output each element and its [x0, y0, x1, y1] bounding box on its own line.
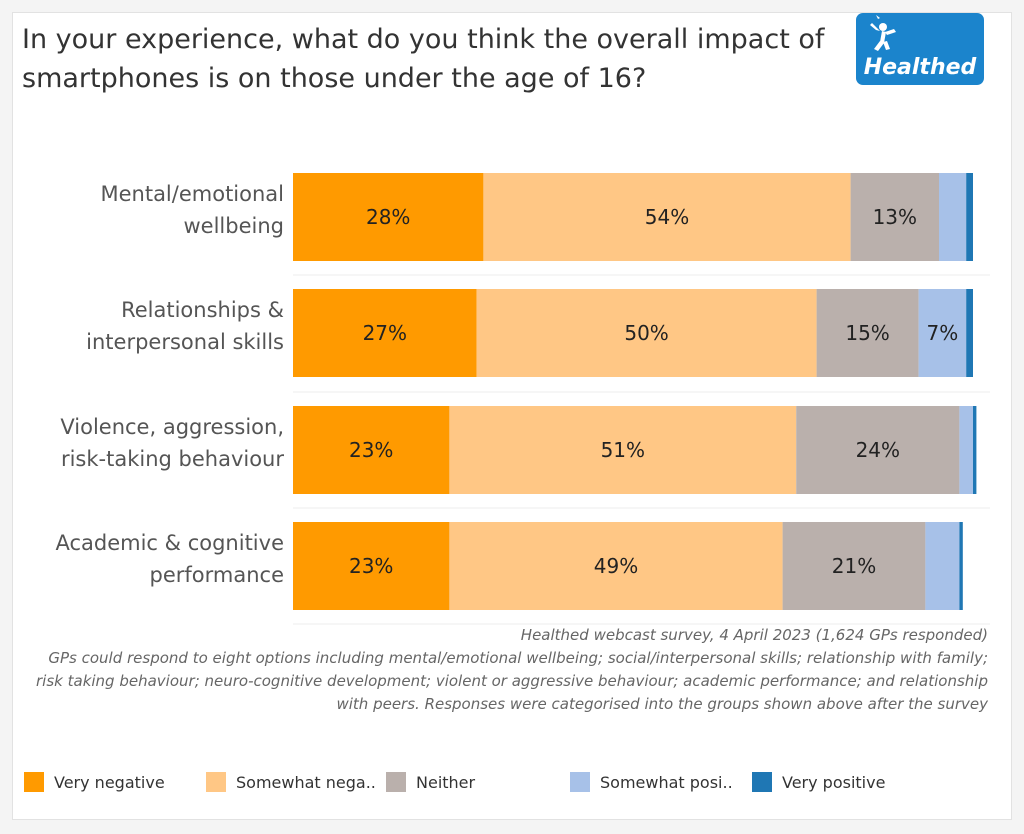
- data-label: 21%: [832, 554, 876, 578]
- legend-swatch: [24, 772, 44, 792]
- bar-segment: [816, 289, 919, 377]
- logo-text: Healthed: [863, 55, 977, 80]
- legend-item: Very negative: [24, 770, 165, 794]
- bar-segment: [796, 406, 960, 494]
- legend-swatch: [570, 772, 590, 792]
- category-label: Academic & cognitive: [55, 531, 284, 555]
- bar-segment: [850, 173, 939, 261]
- category-label: performance: [150, 563, 285, 587]
- bar-segment: [959, 406, 973, 494]
- legend-item: Somewhat nega..: [206, 770, 376, 794]
- bar-segment: [959, 522, 963, 610]
- chart-legend: Very negative Somewhat nega.. Neither Somew…: [12, 770, 992, 794]
- bar-segment: [476, 289, 817, 377]
- legend-swatch: [752, 772, 772, 792]
- bar-segment: [449, 406, 797, 494]
- bar-segment: [293, 406, 450, 494]
- data-label: 28%: [366, 205, 410, 229]
- hermes-figure-icon: [870, 15, 896, 51]
- category-label: Relationships &: [121, 298, 284, 322]
- data-label: 23%: [349, 554, 393, 578]
- legend-item: Somewhat posi..: [570, 770, 733, 794]
- bar-segment: [293, 289, 477, 377]
- bar-segment: [782, 522, 926, 610]
- category-label: Mental/emotional: [100, 182, 284, 206]
- legend-label: Neither: [416, 772, 476, 792]
- data-label: 49%: [594, 554, 638, 578]
- data-label: 23%: [349, 438, 393, 462]
- data-label: 54%: [645, 205, 689, 229]
- bar-segment: [918, 289, 967, 377]
- data-label: 27%: [363, 321, 407, 345]
- category-label: risk-taking behaviour: [61, 447, 284, 471]
- footnote: Healthed webcast survey, 4 April 2023 (1…: [30, 624, 988, 716]
- category-label: wellbeing: [184, 214, 285, 238]
- footnote-source: Healthed webcast survey, 4 April 2023 (1…: [520, 626, 988, 644]
- category-label: Violence, aggression,: [60, 415, 284, 439]
- legend-item: Very positive: [752, 770, 885, 794]
- bar-segment: [293, 173, 484, 261]
- bar-segment: [293, 522, 450, 610]
- legend-swatch: [206, 772, 226, 792]
- chart-title: In your experience, what do you think th…: [22, 24, 825, 94]
- legend-label: Somewhat posi..: [600, 772, 733, 792]
- legend-swatch: [386, 772, 406, 792]
- data-label: 7%: [927, 321, 959, 345]
- bar-segment: [925, 522, 960, 610]
- bar-segment: [483, 173, 851, 261]
- data-label: 24%: [856, 438, 900, 462]
- data-label: 51%: [601, 438, 645, 462]
- legend-label: Somewhat nega..: [236, 772, 376, 792]
- bar-segment: [966, 289, 973, 377]
- bar-segment: [449, 522, 783, 610]
- data-label: 15%: [845, 321, 889, 345]
- legend-label: Very positive: [782, 772, 886, 792]
- category-label: interpersonal skills: [86, 330, 284, 354]
- healthed-logo: Healthed: [856, 13, 984, 85]
- bar-segment: [966, 173, 973, 261]
- legend-label: Very negative: [54, 772, 165, 792]
- legend-item: Neither: [386, 770, 475, 794]
- bar-segment: [939, 173, 967, 261]
- data-label: 13%: [873, 205, 917, 229]
- footnote-note: GPs could respond to eight options inclu…: [36, 649, 988, 713]
- bar-segment: [973, 406, 977, 494]
- stacked-bar-chart: Mental/emotional wellbeing 28% 54% 13% Relati…: [55, 173, 990, 625]
- data-label: 50%: [624, 321, 668, 345]
